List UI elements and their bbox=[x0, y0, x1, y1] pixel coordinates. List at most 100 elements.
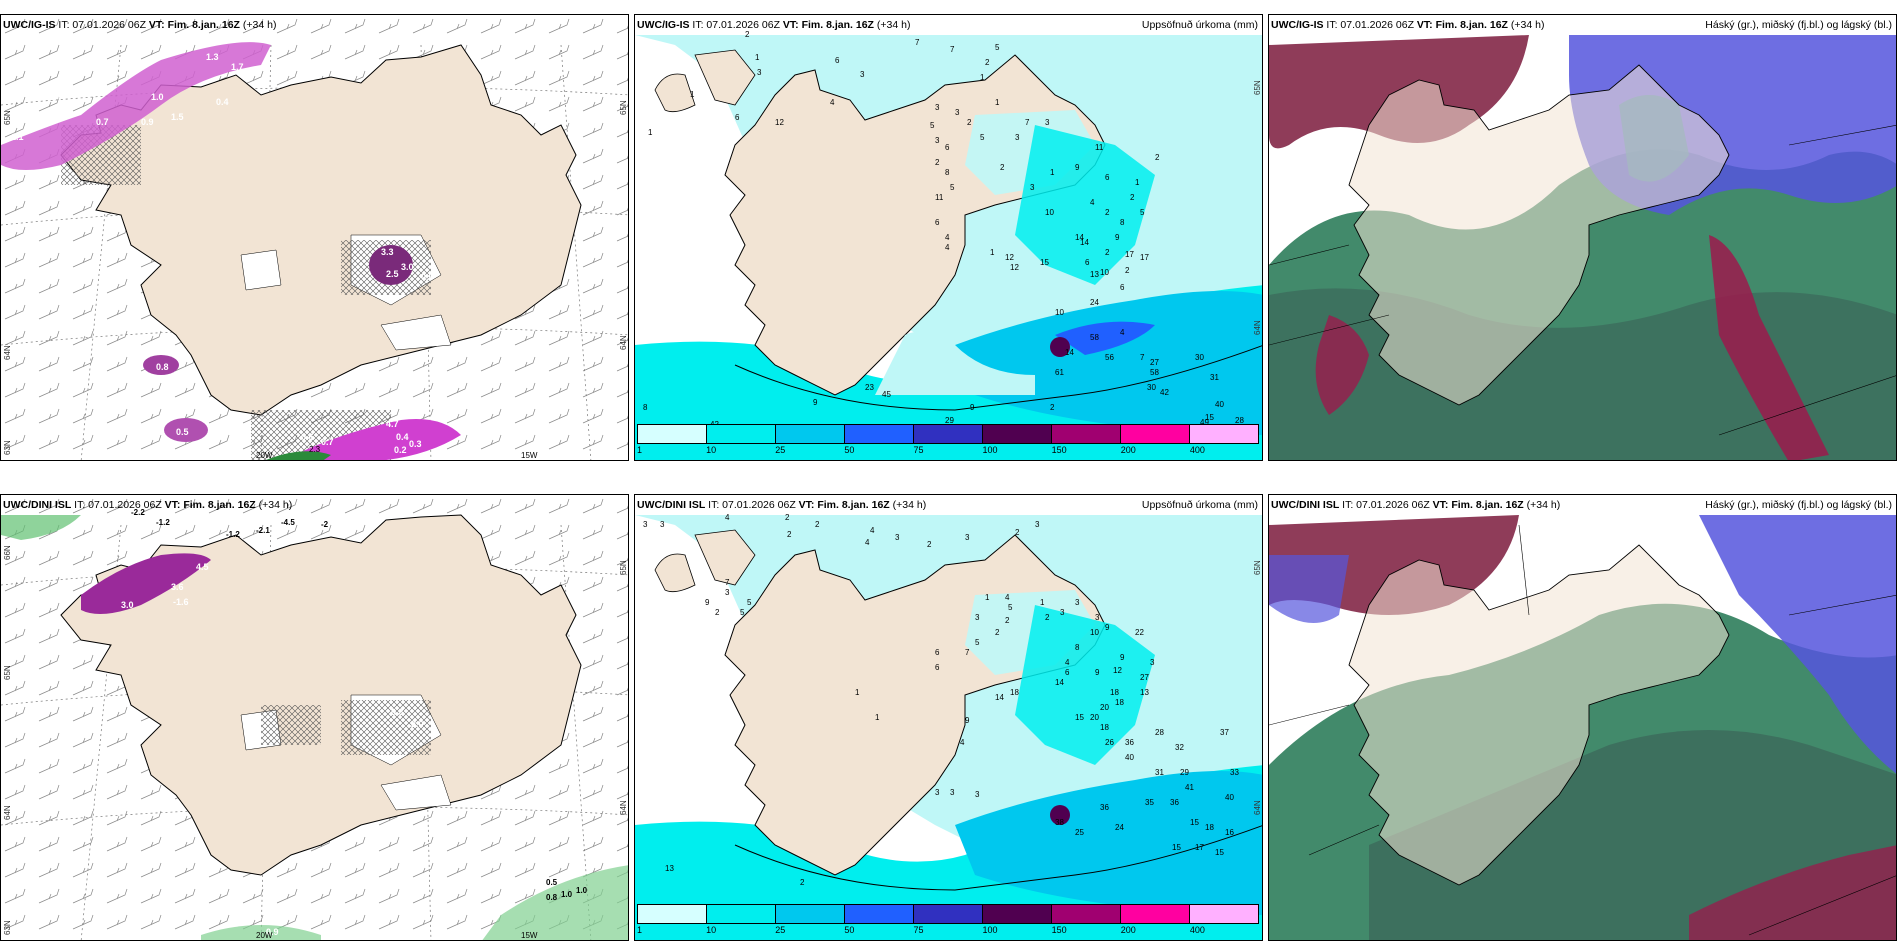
svg-text:2: 2 bbox=[1015, 528, 1020, 537]
svg-text:2.0: 2.0 bbox=[411, 719, 424, 729]
svg-text:2: 2 bbox=[745, 30, 750, 39]
svg-text:9: 9 bbox=[705, 598, 710, 607]
colorbar-label: 75 bbox=[913, 445, 924, 455]
map-canvas bbox=[1269, 515, 1896, 940]
svg-text:0.6: 0.6 bbox=[26, 117, 39, 127]
panel-title: UWC/IG-IS IT: 07.01.2026 06Z VT: Fim. 8.… bbox=[1271, 19, 1545, 31]
svg-text:0.3: 0.3 bbox=[391, 707, 404, 717]
colorbar-swatch bbox=[845, 905, 914, 923]
panel-title: UWC/IG-IS IT: 07.01.2026 06Z VT: Fim. 8.… bbox=[3, 19, 277, 31]
svg-text:17: 17 bbox=[1195, 843, 1204, 852]
precip-area bbox=[1, 42, 271, 171]
colorbar-swatch bbox=[1052, 905, 1121, 923]
precip-area bbox=[1015, 125, 1155, 285]
low-cloud bbox=[1315, 315, 1369, 415]
svg-text:10: 10 bbox=[1045, 208, 1054, 217]
svg-text:10: 10 bbox=[1090, 628, 1099, 637]
colorbar-label: 50 bbox=[844, 445, 855, 455]
svg-text:28: 28 bbox=[1235, 416, 1244, 425]
svg-text:5: 5 bbox=[975, 638, 980, 647]
panel-dini-clouds: UWC/DINI ISL IT: 07.01.2026 06Z VT: Fim.… bbox=[1268, 494, 1897, 941]
svg-text:40: 40 bbox=[1215, 400, 1224, 409]
svg-text:4.7: 4.7 bbox=[386, 419, 399, 429]
svg-text:15: 15 bbox=[1205, 413, 1214, 422]
region-borders bbox=[1269, 524, 1896, 936]
svg-text:0.6: 0.6 bbox=[161, 347, 174, 357]
svg-text:9: 9 bbox=[970, 403, 975, 412]
svg-text:6: 6 bbox=[945, 143, 950, 152]
svg-text:15: 15 bbox=[1040, 258, 1049, 267]
svg-text:8: 8 bbox=[945, 168, 950, 177]
colorbar-label: 150 bbox=[1051, 925, 1067, 935]
svg-text:-2: -2 bbox=[321, 520, 329, 529]
map-canvas: -2.2 -1.2 -1.2 -2.1 -4.5 -2 3.0 3.6 4.5 … bbox=[1, 495, 628, 940]
svg-text:14: 14 bbox=[1080, 238, 1089, 247]
graticule bbox=[1, 524, 628, 940]
svg-text:7: 7 bbox=[915, 38, 920, 47]
svg-text:4.5: 4.5 bbox=[196, 562, 209, 572]
svg-text:7: 7 bbox=[950, 45, 955, 54]
svg-text:2: 2 bbox=[967, 118, 972, 127]
svg-text:36: 36 bbox=[1170, 798, 1179, 807]
svg-text:2: 2 bbox=[800, 878, 805, 887]
svg-text:3: 3 bbox=[725, 588, 730, 597]
svg-text:3: 3 bbox=[860, 70, 865, 79]
svg-text:23: 23 bbox=[865, 383, 874, 392]
colorbar-swatch bbox=[707, 905, 776, 923]
svg-text:1.1: 1.1 bbox=[11, 132, 24, 142]
colorbar-swatch bbox=[638, 905, 707, 923]
svg-text:2: 2 bbox=[1125, 266, 1130, 275]
precip-colorbar: 1 10 25 50 75 100 150 200 400 bbox=[637, 904, 1259, 936]
panel-field-title: Háský (gr.), miðský (fj.bl.) og lágský (… bbox=[1705, 499, 1892, 511]
svg-text:15: 15 bbox=[1215, 848, 1224, 857]
colorbar-swatch bbox=[983, 425, 1052, 443]
precip-max bbox=[1050, 337, 1070, 357]
svg-text:3.0: 3.0 bbox=[121, 600, 134, 610]
svg-text:5: 5 bbox=[740, 608, 745, 617]
precip-area bbox=[875, 331, 1035, 395]
svg-text:22: 22 bbox=[1135, 628, 1144, 637]
svg-text:31: 31 bbox=[1155, 768, 1164, 777]
svg-text:18: 18 bbox=[1010, 688, 1019, 697]
colorbar-swatch bbox=[776, 905, 845, 923]
svg-text:18: 18 bbox=[1110, 688, 1119, 697]
svg-text:1: 1 bbox=[1135, 178, 1140, 187]
hatched-area bbox=[261, 705, 321, 745]
colorbar-label: 1 bbox=[637, 445, 643, 455]
svg-text:3: 3 bbox=[975, 790, 980, 799]
svg-text:0.8: 0.8 bbox=[156, 362, 169, 372]
precip-area bbox=[143, 355, 179, 375]
mid-cloud bbox=[1269, 555, 1349, 623]
colorbar-label: 200 bbox=[1120, 925, 1136, 935]
colorbar-swatch bbox=[1190, 425, 1258, 443]
svg-text:30: 30 bbox=[1147, 383, 1156, 392]
svg-text:3: 3 bbox=[1015, 133, 1020, 142]
svg-text:3: 3 bbox=[935, 136, 940, 145]
svg-text:2.3: 2.3 bbox=[309, 445, 321, 454]
svg-text:0.5: 0.5 bbox=[176, 427, 189, 437]
svg-text:12: 12 bbox=[1005, 253, 1014, 262]
svg-text:33: 33 bbox=[1230, 768, 1239, 777]
svg-text:2: 2 bbox=[985, 58, 990, 67]
colorbar-swatch bbox=[1052, 425, 1121, 443]
svg-text:27: 27 bbox=[1140, 673, 1149, 682]
colorbar-swatch bbox=[1190, 905, 1258, 923]
svg-text:1: 1 bbox=[690, 90, 695, 99]
low-cloud bbox=[1689, 845, 1896, 940]
svg-text:6: 6 bbox=[1105, 173, 1110, 182]
svg-text:20: 20 bbox=[1090, 713, 1099, 722]
svg-text:2: 2 bbox=[995, 628, 1000, 637]
svg-text:0.9: 0.9 bbox=[266, 927, 279, 937]
colorbar-label: 1 bbox=[637, 925, 643, 935]
svg-text:-4.5: -4.5 bbox=[281, 518, 295, 527]
colorbar-swatch bbox=[845, 425, 914, 443]
panel-igis-precip: UWC/IG-IS IT: 07.01.2026 06Z VT: Fim. 8.… bbox=[634, 14, 1263, 461]
svg-text:41: 41 bbox=[1185, 783, 1194, 792]
svg-text:40: 40 bbox=[1125, 753, 1134, 762]
svg-text:9: 9 bbox=[1105, 623, 1110, 632]
svg-text:61: 61 bbox=[1055, 368, 1064, 377]
region-borders bbox=[1269, 125, 1896, 436]
svg-text:32: 32 bbox=[1175, 743, 1184, 752]
svg-text:15W: 15W bbox=[521, 451, 538, 460]
svg-text:15W: 15W bbox=[521, 931, 538, 940]
